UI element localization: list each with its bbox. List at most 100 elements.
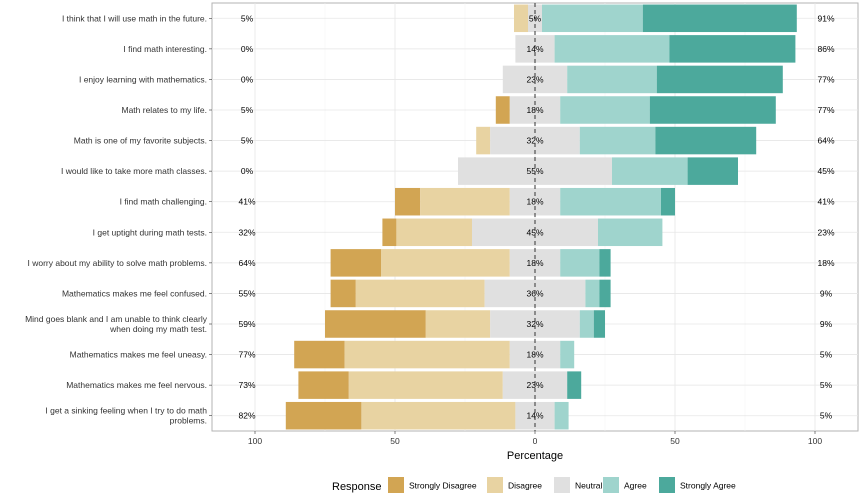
bar-agree bbox=[542, 4, 643, 33]
x-axis-title: Percentage bbox=[507, 450, 563, 462]
bar-disagree bbox=[396, 218, 472, 247]
y-tick-label: Mind goes blank and I am unable to think… bbox=[25, 314, 208, 334]
bar-disagree bbox=[476, 126, 491, 155]
bar-disagree bbox=[361, 401, 516, 430]
y-axis: I think that I will use math in the futu… bbox=[25, 13, 212, 426]
bar-strongly-agree bbox=[649, 96, 776, 124]
y-tick-label: Math relates to my life. bbox=[121, 105, 207, 115]
low-percent-label: 77% bbox=[238, 350, 255, 360]
high-percent-label: 41% bbox=[817, 197, 834, 207]
bar-strongly-agree bbox=[656, 65, 783, 94]
bar-agree bbox=[598, 218, 663, 247]
legend-entry: Strongly Disagree bbox=[409, 481, 477, 491]
high-percent-label: 91% bbox=[817, 13, 834, 23]
bar-strongly-disagree bbox=[382, 218, 397, 247]
bar-strongly-agree bbox=[669, 35, 796, 63]
high-percent-label: 9% bbox=[820, 319, 833, 329]
low-percent-label: 0% bbox=[241, 44, 254, 54]
bar-agree bbox=[560, 249, 600, 277]
legend-entry: Agree bbox=[624, 481, 647, 491]
y-tick-label: Mathematics makes me feel uneasy. bbox=[70, 350, 207, 360]
high-percent-label: 5% bbox=[820, 380, 833, 390]
low-percent-label: 82% bbox=[238, 411, 255, 421]
bar-strongly-agree bbox=[567, 371, 582, 399]
neutral-percent-label: 45% bbox=[526, 227, 543, 237]
neutral-percent-label: 32% bbox=[526, 319, 543, 329]
bar-agree bbox=[554, 401, 569, 430]
neutral-percent-label: 32% bbox=[526, 136, 543, 146]
x-tick-label: 0 bbox=[533, 436, 538, 446]
y-tick-label: I enjoy learning with mathematics. bbox=[79, 74, 207, 84]
low-percent-label: 41% bbox=[238, 197, 255, 207]
legend-key bbox=[554, 477, 570, 493]
legend-key bbox=[487, 477, 503, 493]
bar-disagree bbox=[344, 340, 510, 369]
bar-strongly-agree bbox=[687, 157, 738, 185]
high-percent-label: 86% bbox=[817, 44, 834, 54]
low-percent-label: 0% bbox=[241, 74, 254, 84]
bar-strongly-disagree bbox=[330, 279, 356, 308]
bar-strongly-agree bbox=[599, 249, 611, 277]
y-tick-label-line: Mind goes blank and I am unable to think… bbox=[25, 314, 208, 324]
x-tick-label: 100 bbox=[808, 436, 822, 446]
y-tick-label: Mathematics makes me feel nervous. bbox=[66, 380, 207, 390]
bar-strongly-disagree bbox=[294, 340, 345, 369]
bar-agree bbox=[560, 187, 661, 216]
x-tick-label: 100 bbox=[248, 436, 262, 446]
y-tick-label: I think that I will use math in the futu… bbox=[62, 13, 207, 23]
high-percent-label: 23% bbox=[817, 227, 834, 237]
bar-agree bbox=[579, 126, 656, 155]
bar-strongly-disagree bbox=[325, 310, 426, 338]
legend-title: Response bbox=[332, 481, 382, 493]
bar-strongly-disagree bbox=[330, 249, 381, 277]
high-percent-label: 5% bbox=[820, 411, 833, 421]
y-tick-label: Mathematics makes me feel confused. bbox=[62, 288, 207, 298]
y-tick-label: I would like to take more math classes. bbox=[61, 166, 207, 176]
neutral-percent-label: 14% bbox=[526, 411, 543, 421]
neutral-percent-label: 23% bbox=[526, 74, 543, 84]
legend-entry: Strongly Agree bbox=[680, 481, 736, 491]
high-percent-label: 45% bbox=[817, 166, 834, 176]
legend-key bbox=[388, 477, 404, 493]
bar-agree bbox=[560, 340, 575, 369]
high-percent-label: 64% bbox=[817, 136, 834, 146]
bar-strongly-agree bbox=[655, 126, 757, 155]
legend-key bbox=[659, 477, 675, 493]
bars bbox=[285, 4, 797, 430]
bar-strongly-agree bbox=[593, 310, 605, 338]
y-tick-label: I find math interesting. bbox=[123, 44, 207, 54]
bar-agree bbox=[585, 279, 600, 308]
legend: Response Strongly Disagree Disagree Neutral… bbox=[332, 477, 736, 493]
y-tick-label-line: problems. bbox=[170, 416, 207, 426]
bar-strongly-agree bbox=[599, 279, 611, 308]
bar-strongly-disagree bbox=[298, 371, 349, 399]
x-tick-label: 50 bbox=[670, 436, 680, 446]
y-tick-label-line: I get a sinking feeling when I try to do… bbox=[45, 406, 207, 416]
bar-disagree bbox=[355, 279, 485, 308]
low-percent-label: 55% bbox=[238, 288, 255, 298]
bar-disagree bbox=[514, 4, 528, 33]
x-tick-label: 50 bbox=[390, 436, 400, 446]
bar-strongly-disagree bbox=[285, 401, 362, 430]
high-percent-label: 5% bbox=[820, 350, 833, 360]
bar-disagree bbox=[348, 371, 503, 399]
y-tick-label: I find math challenging. bbox=[120, 197, 207, 207]
high-percent-label: 77% bbox=[817, 74, 834, 84]
low-percent-label: 59% bbox=[238, 319, 255, 329]
y-tick-label: I get a sinking feeling when I try to do… bbox=[45, 406, 207, 426]
y-tick-label: I worry about my ability to solve math p… bbox=[27, 258, 207, 268]
high-percent-label: 18% bbox=[817, 258, 834, 268]
high-percent-label: 9% bbox=[820, 288, 833, 298]
low-percent-label: 5% bbox=[241, 136, 254, 146]
bar-strongly-agree bbox=[661, 187, 675, 216]
legend-entry: Disagree bbox=[508, 481, 542, 491]
low-percent-label: 5% bbox=[241, 13, 254, 23]
low-percent-label: 64% bbox=[238, 258, 255, 268]
y-tick-label: Math is one of my favorite subjects. bbox=[74, 136, 207, 146]
legend-entry: Neutral bbox=[575, 481, 603, 491]
y-tick-label: I get uptight during math tests. bbox=[93, 227, 207, 237]
legend-key bbox=[603, 477, 619, 493]
bar-agree bbox=[612, 157, 688, 185]
low-percent-label: 5% bbox=[241, 105, 254, 115]
